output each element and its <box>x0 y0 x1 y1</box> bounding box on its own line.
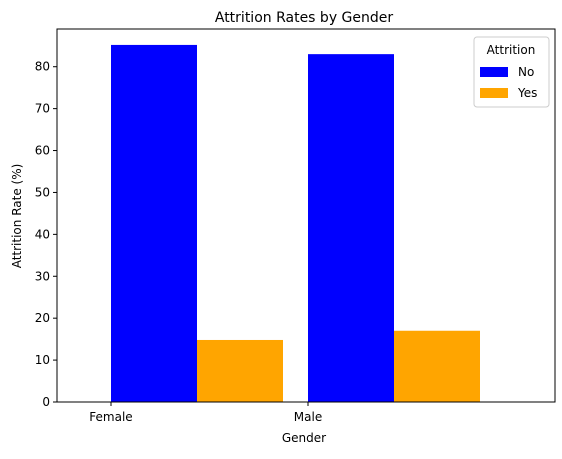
legend: Attrition No Yes <box>473 36 550 108</box>
bar-no-female <box>111 44 197 402</box>
y-tick-label-6: 60 <box>35 144 50 158</box>
axes-frame <box>56 28 556 403</box>
bar-no-male <box>308 54 394 403</box>
x-axis-label: Gender <box>282 431 326 445</box>
chart-title: Attrition Rates by Gender <box>215 10 394 26</box>
legend-swatch-no <box>480 67 508 77</box>
y-tick-label-3: 30 <box>35 269 50 283</box>
y-tick-label-4: 40 <box>35 227 50 241</box>
plot-area: 0 10 20 30 40 50 60 70 80 Female Male <box>35 28 556 424</box>
y-tick-label-2: 20 <box>35 311 50 325</box>
y-tick-label-7: 70 <box>35 102 50 116</box>
bar-yes-female <box>197 339 283 402</box>
y-tick-label-5: 50 <box>35 185 50 199</box>
x-tick-label-female: Female <box>89 410 132 424</box>
y-tick-label-1: 10 <box>35 353 50 367</box>
y-tick-label-0: 0 <box>42 395 50 409</box>
bar-yes-male <box>394 330 480 402</box>
legend-title: Attrition <box>487 43 536 57</box>
legend-label-no: No <box>518 65 534 79</box>
legend-swatch-yes <box>480 88 508 98</box>
y-axis-label: Attrition Rate (%) <box>10 164 24 269</box>
y-tick-label-8: 80 <box>35 60 50 74</box>
legend-label-yes: Yes <box>517 86 537 100</box>
x-tick-label-male: Male <box>294 410 322 424</box>
